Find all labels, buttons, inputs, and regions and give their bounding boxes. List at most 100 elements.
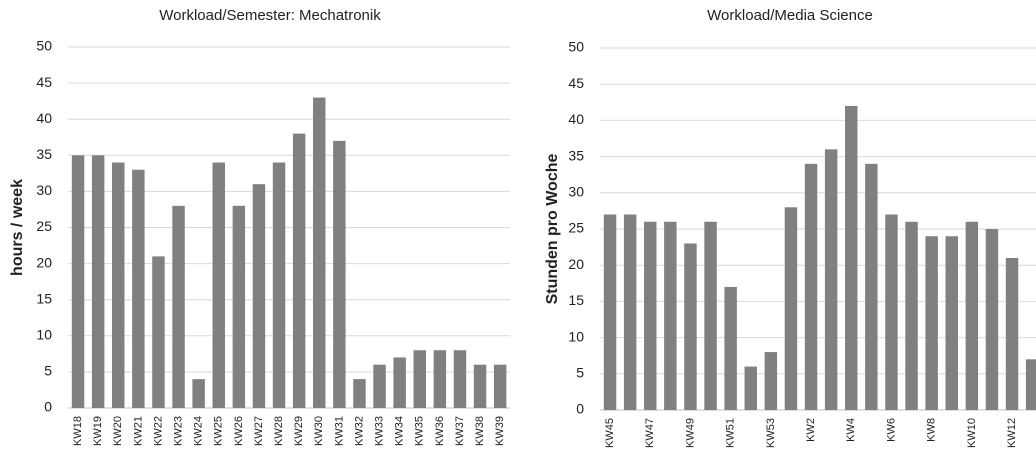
y-tick-label: 35: [36, 146, 52, 162]
bar: [644, 221, 657, 410]
bar: [313, 97, 326, 408]
bar: [704, 221, 717, 410]
bar: [845, 105, 858, 411]
y-tick-label: 20: [36, 254, 52, 270]
bar: [664, 221, 677, 410]
bar: [623, 214, 637, 410]
x-tick-label: KW32: [353, 416, 365, 446]
bar: [764, 352, 778, 410]
bar: [1005, 257, 1019, 410]
x-tick-label: KW4: [845, 418, 857, 442]
bar: [373, 364, 386, 408]
x-tick-label: KW28: [273, 416, 285, 446]
bar: [413, 350, 426, 408]
x-tick-label: KW49: [684, 418, 696, 448]
x-tick-label: KW10: [966, 418, 978, 448]
y-tick-label: 25: [36, 218, 52, 234]
bar: [453, 350, 467, 408]
bar: [925, 236, 938, 410]
x-tick-label: KW37: [454, 416, 466, 446]
x-tick-label: KW29: [293, 416, 305, 446]
x-tick-label: KW8: [926, 418, 938, 442]
y-tick-label: 5: [44, 363, 52, 379]
x-tick-label: KW22: [152, 416, 164, 446]
x-tick-label: KW36: [434, 416, 446, 446]
bar: [152, 256, 165, 408]
bar: [272, 162, 286, 408]
bar: [353, 379, 366, 408]
x-tick-label: KW18: [72, 416, 84, 446]
x-tick-label: KW2: [805, 418, 817, 442]
x-tick-label: KW33: [373, 416, 385, 446]
chart-title: Workload/Media Science: [707, 7, 873, 24]
y-tick-label: 0: [576, 401, 584, 417]
y-tick-label: 35: [568, 147, 584, 163]
y-tick-label: 30: [568, 184, 584, 200]
y-tick-label: 40: [36, 110, 52, 126]
bar: [333, 140, 346, 409]
bar: [393, 357, 406, 408]
bar: [232, 205, 246, 408]
y-tick-label: 15: [568, 292, 584, 308]
bar: [865, 163, 878, 410]
x-tick-label: KW26: [233, 416, 245, 446]
x-tick-label: KW51: [725, 418, 737, 448]
bar: [91, 155, 105, 408]
y-tick-label: 0: [44, 399, 52, 415]
y-tick-label: 15: [36, 290, 52, 306]
x-tick-label: KW47: [644, 418, 656, 448]
bar: [212, 162, 225, 408]
x-tick-label: KW27: [253, 416, 265, 446]
x-tick-label: KW30: [313, 416, 325, 446]
y-tick-label: 50: [36, 38, 52, 54]
x-tick-label: KW25: [213, 416, 225, 446]
bar: [172, 205, 185, 408]
x-tick-label: KW34: [394, 416, 406, 446]
x-tick-label: KW24: [193, 416, 205, 446]
y-tick-label: 30: [36, 182, 52, 198]
x-tick-label: KW21: [132, 416, 144, 446]
y-tick-label: 10: [36, 327, 52, 343]
bar: [132, 169, 145, 408]
bar: [965, 221, 979, 410]
bar: [112, 162, 125, 408]
y-axis-label: hours / week: [9, 179, 26, 276]
y-tick-label: 25: [568, 220, 584, 236]
x-tick-label: KW20: [112, 416, 124, 446]
x-tick-label: KW31: [333, 416, 345, 446]
bar: [493, 364, 507, 408]
x-tick-label: KW23: [172, 416, 184, 446]
y-tick-label: 20: [568, 256, 584, 272]
y-tick-label: 50: [568, 39, 584, 55]
chart-title: Workload/Semester: Mechatronik: [159, 7, 381, 24]
x-tick-label: KW35: [414, 416, 426, 446]
bar: [824, 149, 838, 411]
bar: [473, 364, 487, 408]
y-tick-label: 5: [576, 365, 584, 381]
bar: [885, 214, 898, 410]
x-tick-label: KW53: [765, 418, 777, 448]
bar: [985, 229, 999, 410]
bar: [744, 366, 757, 410]
bar: [292, 133, 306, 408]
bar: [945, 236, 958, 410]
bar: [603, 214, 617, 410]
bar: [1025, 359, 1036, 410]
x-tick-label: KW39: [494, 416, 506, 446]
x-tick-label: KW38: [474, 416, 486, 446]
bar: [905, 221, 918, 410]
bar: [724, 286, 737, 410]
y-tick-label: 10: [568, 328, 584, 344]
y-tick-label: 45: [568, 75, 584, 91]
y-tick-label: 45: [36, 74, 52, 90]
x-tick-label: KW45: [604, 418, 616, 448]
bar: [784, 207, 798, 410]
bar: [804, 163, 818, 410]
x-tick-label: KW6: [885, 418, 897, 442]
x-tick-label: KW12: [1006, 418, 1018, 448]
y-tick-label: 40: [568, 111, 584, 127]
y-axis-label: Stunden pro Woche: [544, 153, 561, 304]
bar: [71, 155, 85, 408]
bar: [252, 184, 266, 408]
